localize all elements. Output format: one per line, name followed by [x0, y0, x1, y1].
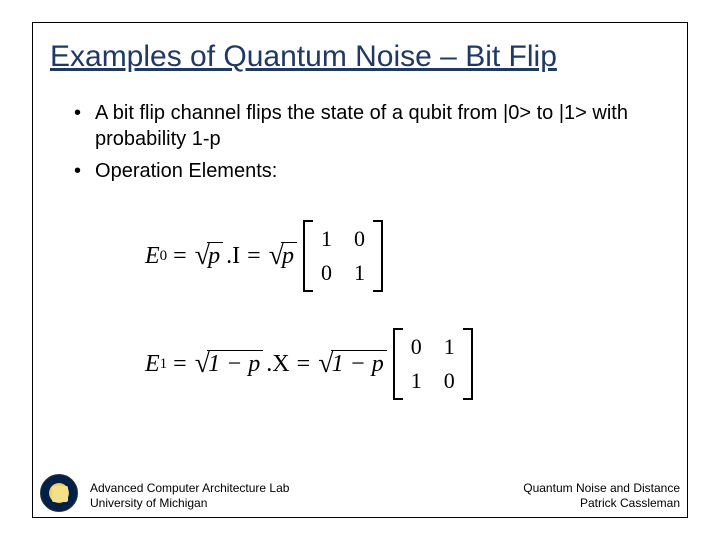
left-bracket-icon [303, 220, 313, 292]
equals-sign: = [291, 351, 317, 378]
bullet-text: A bit flip channel flips the state of a … [95, 100, 670, 152]
sqrt-arg: p [281, 242, 297, 269]
matrix-cell: 0 [411, 334, 422, 360]
footer-topic: Quantum Noise and Distance [523, 481, 680, 497]
bullet-dot-icon: • [74, 158, 81, 184]
sqrt-icon: √1 − p [318, 350, 387, 378]
mid-factor: .X [266, 351, 289, 378]
slide-title: Examples of Quantum Noise – Bit Flip [50, 40, 670, 74]
sqrt-icon: √p [269, 242, 297, 270]
sqrt-arg: 1 − p [207, 350, 263, 377]
sqrt-arg: p [207, 242, 223, 269]
bullet-dot-icon: • [74, 100, 81, 126]
right-bracket-icon [373, 220, 383, 292]
matrix-cell: 0 [354, 226, 365, 252]
footer-right: Quantum Noise and Distance Patrick Cassl… [523, 481, 680, 512]
content-area: • A bit flip channel flips the state of … [70, 100, 670, 190]
equation-e1: E1 = √1 − p .X = √1 − p 0 1 1 0 [145, 328, 473, 400]
right-bracket-icon [463, 328, 473, 400]
eq-lhs-sub: 0 [160, 248, 168, 265]
matrix-cell: 1 [411, 368, 422, 394]
matrix-cell: 1 [321, 226, 332, 252]
matrix-cell: 0 [321, 260, 332, 286]
equals-sign: = [241, 243, 267, 270]
eq-lhs-sub: 1 [160, 356, 168, 373]
bullet-text: Operation Elements: [95, 158, 670, 184]
mid-factor: .I [226, 243, 240, 270]
footer: Advanced Computer Architecture Lab Unive… [90, 481, 680, 512]
bullet-item: • A bit flip channel flips the state of … [70, 100, 670, 152]
eq-lhs-var: E [145, 351, 160, 378]
matrix: 0 1 1 0 [393, 328, 473, 400]
matrix-cell: 1 [444, 334, 455, 360]
left-bracket-icon [393, 328, 403, 400]
equations-block: E0 = √p .I = √p 1 0 0 1 E1 = √1 − p .X = [145, 220, 473, 436]
footer-author: Patrick Cassleman [523, 496, 680, 512]
equals-sign: = [167, 243, 193, 270]
university-seal-icon [40, 474, 78, 512]
eq-lhs-var: E [145, 243, 160, 270]
equation-e0: E0 = √p .I = √p 1 0 0 1 [145, 220, 473, 292]
footer-lab: Advanced Computer Architecture Lab [90, 481, 289, 497]
matrix: 1 0 0 1 [303, 220, 383, 292]
sqrt-icon: √1 − p [195, 350, 264, 378]
equals-sign: = [167, 351, 193, 378]
sqrt-icon: √p [195, 242, 223, 270]
bullet-item: • Operation Elements: [70, 158, 670, 184]
footer-left: Advanced Computer Architecture Lab Unive… [90, 481, 289, 512]
matrix-cell: 1 [354, 260, 365, 286]
matrix-cell: 0 [444, 368, 455, 394]
sqrt-arg: 1 − p [331, 350, 387, 377]
footer-university: University of Michigan [90, 496, 289, 512]
